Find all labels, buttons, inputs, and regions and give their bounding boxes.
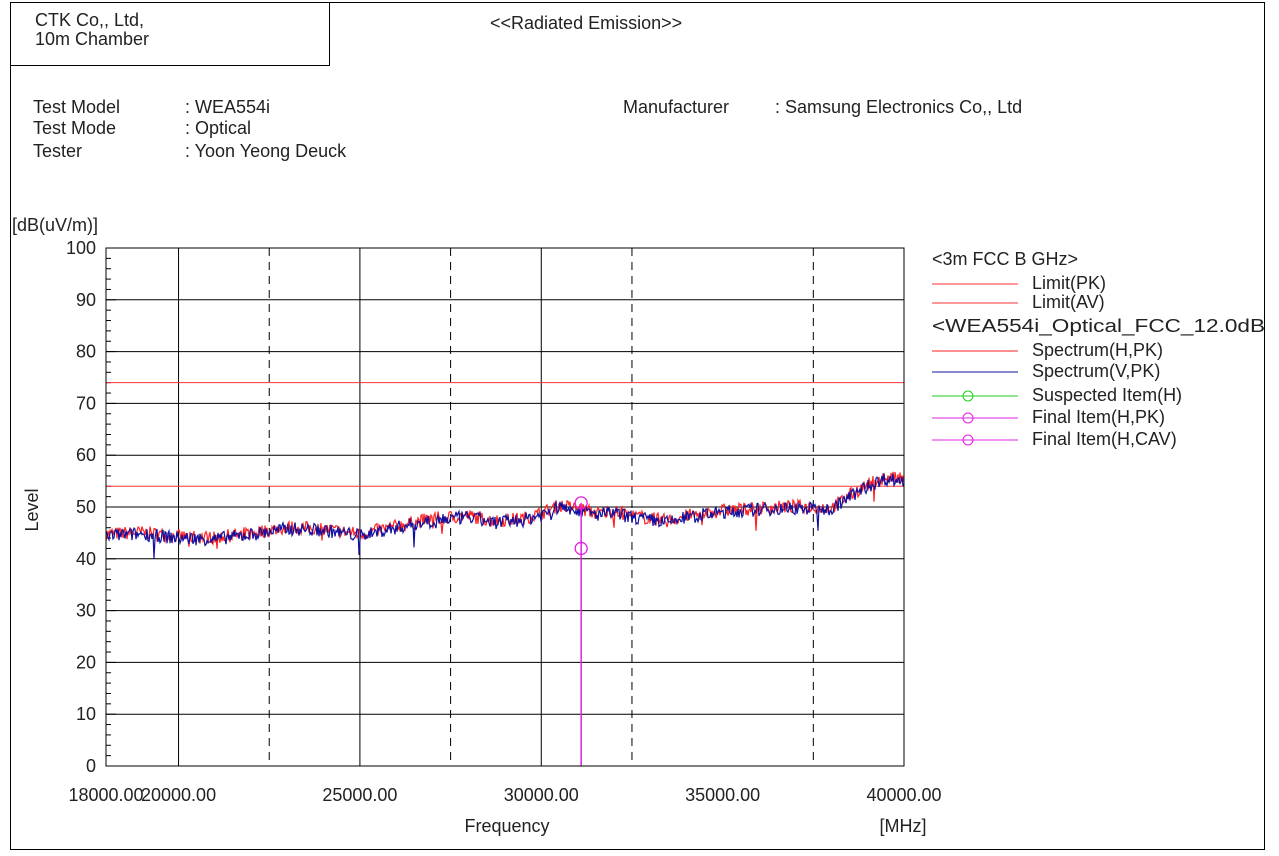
test-model-value: : WEA554i: [185, 97, 271, 117]
test-mode-value: : Optical: [185, 118, 252, 138]
legend-final-h-pk: Final Item(H,PK): [1032, 407, 1165, 427]
final-item-pk-marker: [574, 496, 588, 510]
limit-lines: [106, 382, 904, 487]
legend-spectrum-v-pk: Spectrum(V,PK): [1032, 361, 1160, 381]
company-box: [10, 2, 330, 66]
legend-marker-suspected: [962, 390, 974, 402]
y-tick-label: 10: [76, 704, 96, 724]
report-title: <<Radiated Emission>>: [490, 13, 683, 33]
legend-group2-title: <WEA554i_Optical_FCC_12.0dB: [932, 316, 1265, 337]
final-items: [574, 496, 588, 766]
x-tick-label: 30000.00: [504, 785, 579, 805]
x-tick-label: 20000.00: [141, 785, 216, 805]
legend-final-h-cav: Final Item(H,CAV): [1032, 429, 1177, 449]
x-tick-label: 18000.00: [68, 785, 143, 805]
tester-value: : Yoon Yeong Deuck: [185, 141, 347, 161]
y-tick-label: 40: [76, 549, 96, 569]
y-tick-label: 30: [76, 601, 96, 621]
y-axis-title: Level: [22, 488, 42, 531]
test-model-label: Test Model: [33, 97, 121, 117]
y-tick-label: 100: [66, 238, 96, 258]
y-tick-label: 70: [76, 393, 96, 413]
plot-area-border: [105, 247, 905, 767]
x-tick-label: 25000.00: [322, 785, 397, 805]
spectrum-traces: [105, 471, 905, 559]
legend-limit-pk: Limit(PK): [1032, 273, 1106, 293]
tester-label: Tester: [33, 141, 83, 161]
x-tick-label: 35000.00: [685, 785, 760, 805]
spectrum-h-pk-trace: [105, 471, 905, 549]
test-mode-label: Test Mode: [33, 118, 117, 138]
company-name: CTK Co,, Ltd,: [35, 10, 145, 30]
y-tick-label: 90: [76, 290, 96, 310]
chamber-name: 10m Chamber: [35, 29, 150, 49]
final-item-cav-marker: [574, 541, 588, 556]
x-unit-label: [MHz]: [880, 816, 927, 836]
y-tick-label: 20: [76, 652, 96, 672]
legend-marker-final-cav: [962, 434, 974, 446]
legend: <3m FCC B GHz> Limit(PK) Limit(AV) <WEA5…: [932, 249, 1265, 449]
y-unit-label: [dB(uV/m)]: [12, 215, 98, 235]
legend-spectrum-h-pk: Spectrum(H,PK): [1032, 340, 1163, 360]
legend-marker-final-pk: [962, 412, 974, 424]
manufacturer-value: : Samsung Electronics Co,, Ltd: [775, 97, 1023, 117]
legend-suspected-h: Suspected Item(H): [1032, 385, 1182, 405]
grid: [106, 247, 904, 767]
legend-limit-av: Limit(AV): [1032, 292, 1105, 312]
spectrum-v-pk-trace: [105, 473, 905, 559]
y-tick-label: 0: [86, 756, 96, 776]
x-axis-title: Frequency: [464, 816, 549, 836]
x-tick-label: 40000.00: [866, 785, 941, 805]
y-tick-label: 80: [76, 342, 96, 362]
y-ticks: 0 10 20 30 40 50 60 70 80 90 100: [66, 238, 96, 776]
y-tick-label: 50: [76, 497, 96, 517]
legend-group1-title: <3m FCC B GHz>: [932, 249, 1078, 269]
manufacturer-label: Manufacturer: [623, 97, 730, 117]
y-tick-label: 60: [76, 445, 96, 465]
report-frame: [10, 2, 1265, 850]
